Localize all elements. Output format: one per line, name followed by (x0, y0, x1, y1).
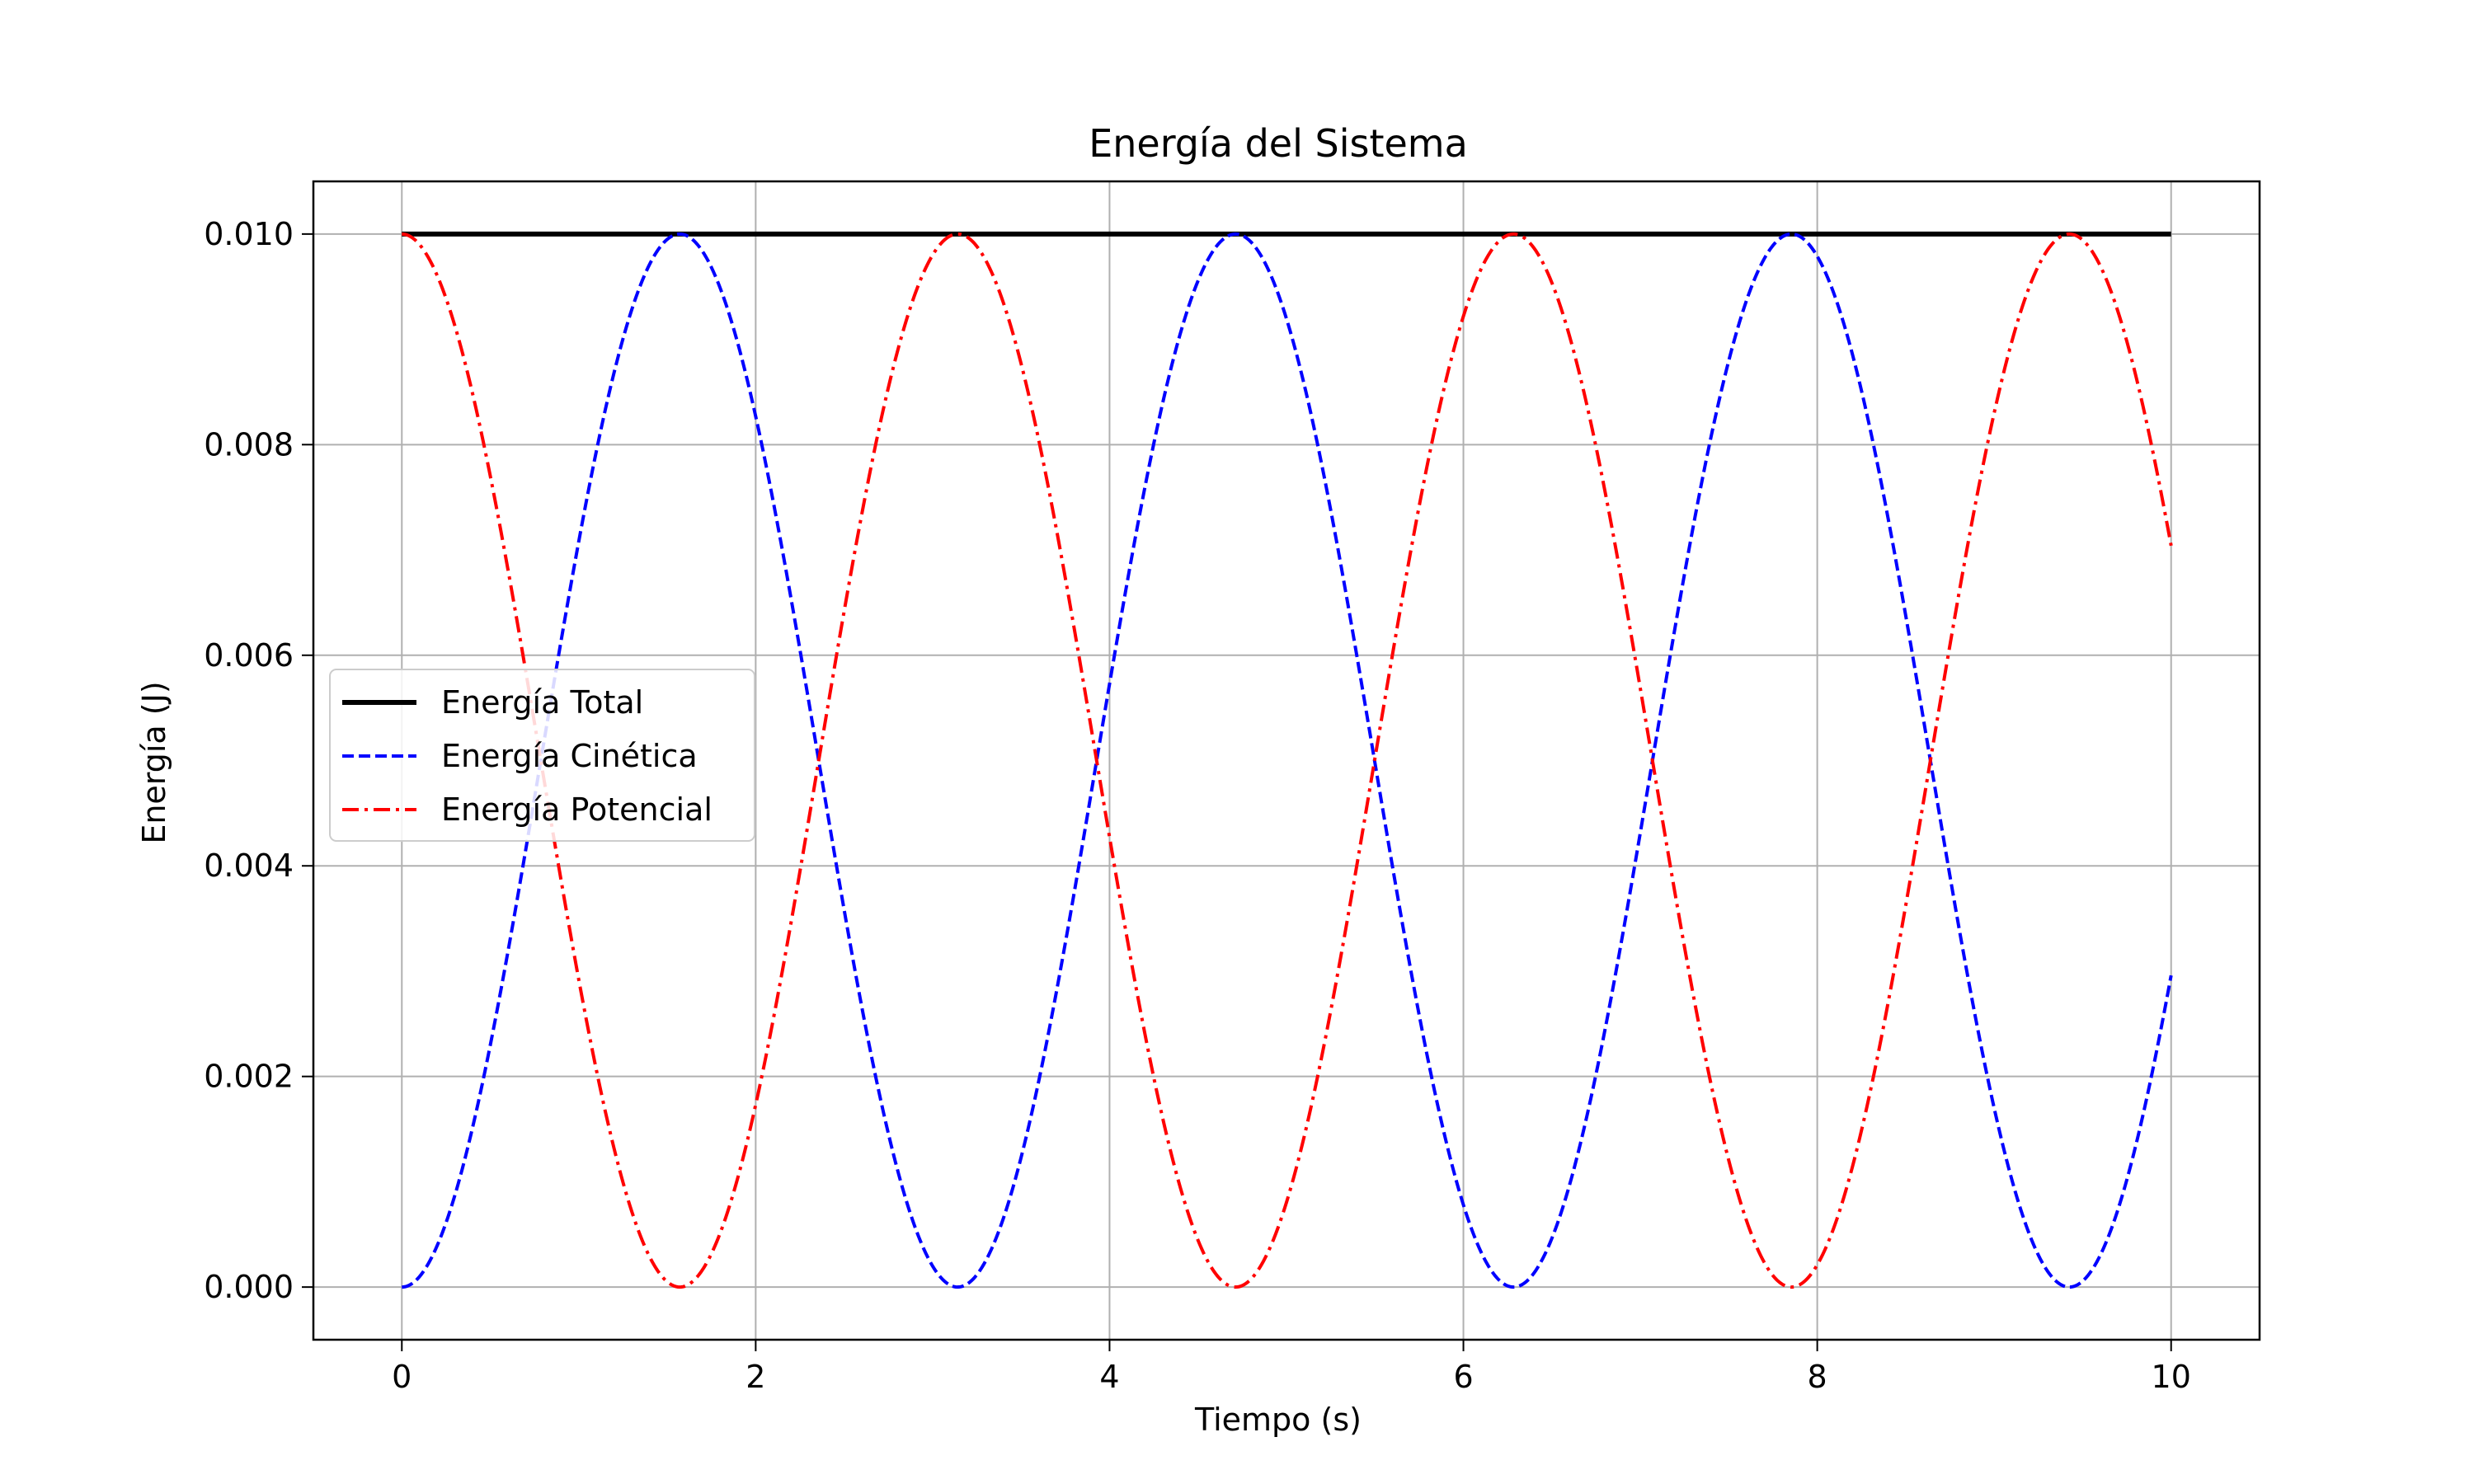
x-tick-label: 0 (392, 1359, 412, 1395)
y-axis: 0.000 0.002 0.004 0.006 0.008 0.010 (204, 216, 313, 1305)
x-tick-label: 8 (1808, 1359, 1827, 1395)
grid (313, 181, 2260, 1340)
series-layer (402, 231, 2173, 1289)
x-axis: 0 2 4 6 8 10 (392, 1340, 2191, 1395)
x-tick-label: 2 (745, 1359, 765, 1395)
legend: Energía Total Energía Cinética Energía Pot… (329, 669, 755, 842)
plot-frame (312, 180, 2261, 1341)
y-tick-label: 0.004 (204, 848, 294, 884)
legend-box (329, 669, 755, 842)
y-axis-label: Energía (J) (136, 681, 172, 843)
chart-title: Energía del Sistema (1089, 121, 1468, 166)
y-tick-label: 0.008 (204, 426, 294, 463)
series-line-2 (402, 232, 2173, 1289)
y-tick-label: 0.010 (204, 216, 294, 252)
x-axis-label: Tiempo (s) (1194, 1402, 1362, 1438)
x-tick-label: 4 (1099, 1359, 1119, 1395)
y-tick-label: 0.000 (204, 1269, 294, 1305)
series-line-1 (402, 232, 2173, 1289)
legend-label-0: Energía Total (441, 684, 643, 721)
legend-label-2: Energía Potencial (441, 791, 713, 828)
x-tick-label: 10 (2152, 1359, 2191, 1395)
x-tick-label: 6 (1453, 1359, 1473, 1395)
y-tick-label: 0.006 (204, 637, 294, 674)
y-tick-label: 0.002 (204, 1059, 294, 1095)
legend-label-1: Energía Cinética (441, 738, 698, 774)
